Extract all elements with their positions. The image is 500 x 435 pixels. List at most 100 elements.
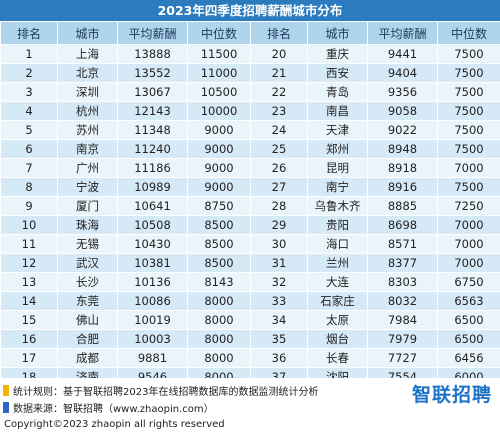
median-cell: 6456 — [437, 348, 500, 368]
median-cell: 6750 — [437, 272, 500, 292]
city-cell: 杭州 — [57, 101, 118, 121]
rank-cell: 16 — [0, 329, 58, 349]
city-cell: 昆明 — [307, 158, 368, 178]
rank-cell: 2 — [0, 63, 58, 83]
avg-salary-cell: 8032 — [367, 291, 438, 311]
avg-salary-cell: 8571 — [367, 234, 438, 254]
table-row: 4 杭州 12143 10000 23 南昌 9058 7500 — [0, 101, 500, 121]
table-row: 7 广州 11186 9000 26 昆明 8918 7000 — [0, 158, 500, 178]
table-row: 13 长沙 10136 8143 32 大连 8303 6750 — [0, 272, 500, 292]
table-header-row: 排名 城市 平均薪酬 中位数 排名 城市 平均薪酬 中位数 — [0, 21, 500, 45]
table-row: 16 合肥 10003 8000 35 烟台 7979 6500 — [0, 329, 500, 349]
rank-cell: 5 — [0, 120, 58, 140]
column-header: 排名 — [0, 21, 58, 45]
rank-cell: 4 — [0, 101, 58, 121]
column-header: 平均薪酬 — [117, 21, 188, 45]
city-cell: 兰州 — [307, 253, 368, 273]
city-cell: 北京 — [57, 63, 118, 83]
city-cell: 深圳 — [57, 82, 118, 102]
city-cell: 长沙 — [57, 272, 118, 292]
median-cell: 7500 — [437, 139, 500, 159]
avg-salary-cell: 8698 — [367, 215, 438, 235]
avg-salary-cell: 10003 — [117, 329, 188, 349]
median-cell: 11500 — [187, 44, 251, 64]
avg-salary-cell: 12143 — [117, 101, 188, 121]
avg-salary-cell: 8918 — [367, 158, 438, 178]
rank-cell: 22 — [250, 82, 308, 102]
city-cell: 无锡 — [57, 234, 118, 254]
rank-cell: 6 — [0, 139, 58, 159]
city-cell: 青岛 — [307, 82, 368, 102]
rank-cell: 23 — [250, 101, 308, 121]
median-cell: 10500 — [187, 82, 251, 102]
rank-cell: 29 — [250, 215, 308, 235]
copyright: Copyright©2023 zhaopin all rights reserv… — [4, 419, 225, 430]
median-cell: 6500 — [437, 329, 500, 349]
avg-salary-cell: 10989 — [117, 177, 188, 197]
city-cell: 长春 — [307, 348, 368, 368]
avg-salary-cell: 11348 — [117, 120, 188, 140]
statistics-rule-note: 统计规则：基于智联招聘2023年在线招聘数据库的数据监测统计分析 — [3, 383, 318, 398]
avg-salary-cell: 10430 — [117, 234, 188, 254]
median-cell: 9000 — [187, 139, 251, 159]
table-row: 15 佛山 10019 8000 34 太原 7984 6500 — [0, 310, 500, 330]
avg-salary-cell: 7727 — [367, 348, 438, 368]
column-header: 城市 — [57, 21, 118, 45]
avg-salary-cell: 9022 — [367, 120, 438, 140]
city-cell: 郑州 — [307, 139, 368, 159]
city-cell: 厦门 — [57, 196, 118, 216]
avg-salary-cell: 13888 — [117, 44, 188, 64]
rank-cell: 26 — [250, 158, 308, 178]
rank-cell: 28 — [250, 196, 308, 216]
median-cell: 8750 — [187, 196, 251, 216]
avg-salary-cell: 11240 — [117, 139, 188, 159]
data-source-text: 数据来源：智联招聘（www.zhaopin.com） — [13, 404, 214, 415]
rank-cell: 34 — [250, 310, 308, 330]
yellow-marker-icon — [3, 385, 9, 396]
rank-cell: 7 — [0, 158, 58, 178]
table-body: 1 上海 13888 11500 20 重庆 9441 7500 2 北京 13552 11000 21… — [0, 44, 500, 406]
rank-cell: 11 — [0, 234, 58, 254]
city-cell: 成都 — [57, 348, 118, 368]
avg-salary-cell: 13552 — [117, 63, 188, 83]
table-title: 2023年四季度招聘薪酬城市分布 — [0, 0, 500, 21]
avg-salary-cell: 7979 — [367, 329, 438, 349]
rank-cell: 24 — [250, 120, 308, 140]
city-cell: 乌鲁木齐 — [307, 196, 368, 216]
avg-salary-cell: 8885 — [367, 196, 438, 216]
rank-cell: 9 — [0, 196, 58, 216]
avg-salary-cell: 8948 — [367, 139, 438, 159]
rank-cell: 14 — [0, 291, 58, 311]
table-row: 17 成都 9881 8000 36 长春 7727 6456 — [0, 348, 500, 368]
rank-cell: 13 — [0, 272, 58, 292]
table-row: 3 深圳 13067 10500 22 青岛 9356 7500 — [0, 82, 500, 102]
rank-cell: 32 — [250, 272, 308, 292]
footer: 统计规则：基于智联招聘2023年在线招聘数据库的数据监测统计分析 数据来源：智联… — [0, 378, 500, 435]
avg-salary-cell: 10381 — [117, 253, 188, 273]
city-cell: 珠海 — [57, 215, 118, 235]
avg-salary-cell: 10019 — [117, 310, 188, 330]
city-cell: 东莞 — [57, 291, 118, 311]
rank-cell: 17 — [0, 348, 58, 368]
rank-cell: 36 — [250, 348, 308, 368]
table-row: 8 宁波 10989 9000 27 南宁 8916 7500 — [0, 177, 500, 197]
table-row: 11 无锡 10430 8500 30 海口 8571 7000 — [0, 234, 500, 254]
city-cell: 贵阳 — [307, 215, 368, 235]
city-cell: 上海 — [57, 44, 118, 64]
avg-salary-cell: 9881 — [117, 348, 188, 368]
city-cell: 石家庄 — [307, 291, 368, 311]
avg-salary-cell: 7984 — [367, 310, 438, 330]
median-cell: 7500 — [437, 44, 500, 64]
city-cell: 西安 — [307, 63, 368, 83]
zhaopin-logo: 智联招聘 — [411, 384, 492, 406]
table-row: 9 厦门 10641 8750 28 乌鲁木齐 8885 7250 — [0, 196, 500, 216]
avg-salary-cell: 8916 — [367, 177, 438, 197]
avg-salary-cell: 9404 — [367, 63, 438, 83]
median-cell: 8143 — [187, 272, 251, 292]
median-cell: 6500 — [437, 310, 500, 330]
rank-cell: 15 — [0, 310, 58, 330]
median-cell: 7500 — [437, 120, 500, 140]
median-cell: 8500 — [187, 234, 251, 254]
median-cell: 7500 — [437, 101, 500, 121]
data-source-note: 数据来源：智联招聘（www.zhaopin.com） — [3, 400, 214, 415]
